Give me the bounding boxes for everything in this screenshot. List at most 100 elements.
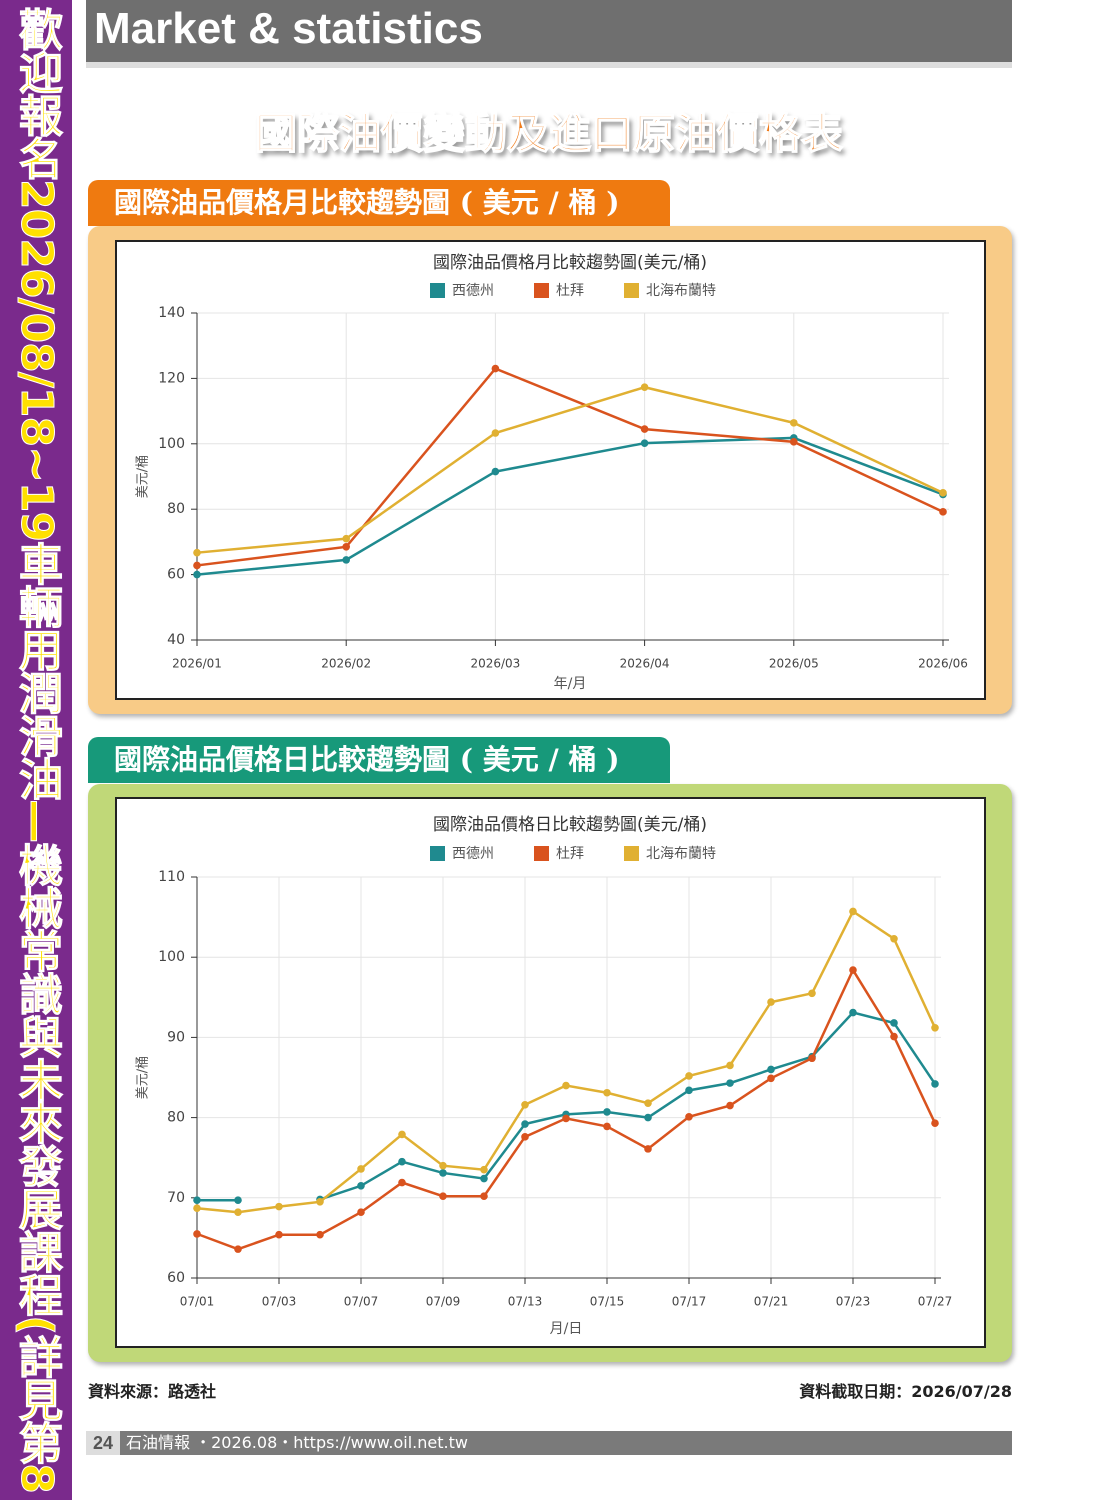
- y-tick-label: 80: [167, 501, 185, 517]
- page-number: 24: [86, 1431, 120, 1455]
- chart-box: [115, 797, 986, 1348]
- y-tick-label: 60: [167, 567, 185, 583]
- data-point: [790, 419, 798, 427]
- x-tick-label: 07/09: [426, 1295, 461, 1309]
- data-point: [398, 1178, 406, 1187]
- data-point: [849, 966, 857, 974]
- y-tick-label: 60: [167, 1270, 185, 1286]
- x-tick-label: 07/07: [344, 1295, 379, 1309]
- legend-label: 杜拜: [556, 846, 584, 862]
- data-point: [890, 1032, 898, 1041]
- x-tick-label: 07/03: [262, 1295, 297, 1309]
- section-tab: 國際油品價格月比較趨勢圖 ( 美元 / 桶 ): [88, 180, 670, 226]
- data-point: [275, 1230, 283, 1239]
- data-point: [234, 1208, 242, 1217]
- x-tick-label: 2026/06: [918, 657, 968, 671]
- source: 資料來源：路透社: [88, 1382, 217, 1401]
- data-point: [890, 934, 898, 943]
- data-point: [193, 548, 201, 557]
- data-point: [685, 1072, 693, 1080]
- data-point: [193, 561, 201, 570]
- y-tick-label: 110: [158, 869, 185, 885]
- data-point: [491, 467, 500, 476]
- data-point: [890, 1019, 898, 1027]
- cutoff-date: 資料截取日期：2026/07/28: [799, 1382, 1012, 1401]
- data-point: [603, 1088, 611, 1097]
- data-point: [491, 364, 500, 373]
- data-point: [931, 1119, 939, 1128]
- data-point: [644, 1113, 652, 1122]
- chart-box: [115, 240, 986, 700]
- data-point: [480, 1174, 488, 1183]
- chart-title: 國際油品價格月比較趨勢圖(美元/桶): [433, 253, 707, 273]
- data-point: [939, 508, 947, 516]
- data-point: [342, 556, 351, 564]
- data-point: [521, 1120, 529, 1128]
- data-point: [767, 1074, 775, 1083]
- data-point: [808, 1054, 816, 1063]
- legend-swatch: [430, 846, 445, 861]
- x-axis-label: 月/日: [550, 1321, 583, 1337]
- section-tab: 國際油品價格日比較趨勢圖 ( 美元 / 桶 ): [88, 737, 670, 783]
- y-axis-label: 美元/桶: [136, 455, 151, 498]
- series-line: [196, 436, 944, 576]
- data-point: [640, 439, 649, 447]
- legend-swatch: [534, 283, 549, 298]
- data-point: [849, 1008, 857, 1017]
- data-point: [398, 1130, 406, 1139]
- x-tick-label: 07/23: [836, 1295, 871, 1309]
- sidebar: 歡迎報名2026/08/18~19車輛用潤滑油—機械常識與未來發展課程(詳見第8…: [0, 0, 72, 1500]
- series-line: [196, 967, 937, 1251]
- sidebar-text: 歡迎報名2026/08/18~19車輛用潤滑油—機械常識與未來發展課程(詳見第8…: [11, 7, 63, 1494]
- data-point: [398, 1157, 406, 1166]
- data-point: [808, 989, 816, 998]
- data-point: [275, 1202, 283, 1211]
- x-tick-label: 07/17: [672, 1295, 707, 1309]
- x-tick-label: 2026/05: [769, 657, 819, 671]
- data-point: [726, 1061, 734, 1070]
- x-tick-label: 07/01: [180, 1295, 215, 1309]
- x-axis-label: 年/月: [554, 676, 587, 692]
- series-line: [319, 1011, 937, 1201]
- data-point: [480, 1165, 488, 1174]
- data-point: [521, 1133, 529, 1141]
- data-point: [439, 1161, 447, 1170]
- y-tick-label: 90: [167, 1029, 185, 1045]
- data-point: [342, 534, 351, 543]
- x-tick-label: 2026/01: [172, 657, 222, 671]
- data-point: [931, 1080, 939, 1088]
- data-point: [726, 1079, 734, 1087]
- data-point: [644, 1099, 652, 1107]
- x-tick-label: 07/13: [508, 1295, 543, 1309]
- legend-label: 北海布蘭特: [646, 283, 716, 299]
- data-point: [603, 1108, 611, 1116]
- data-point: [480, 1192, 488, 1200]
- footer-text: 石油情報 ・2026.08・https://www.oil.net.tw: [126, 1433, 468, 1452]
- data-point: [685, 1112, 693, 1121]
- data-point: [644, 1145, 652, 1153]
- series-line: [196, 909, 937, 1214]
- data-point: [234, 1196, 242, 1205]
- y-tick-label: 100: [158, 436, 185, 452]
- data-point: [357, 1208, 365, 1217]
- y-tick-label: 80: [167, 1110, 185, 1126]
- series-line: [196, 385, 944, 554]
- x-tick-label: 07/15: [590, 1295, 625, 1309]
- data-point: [193, 1230, 201, 1238]
- legend-label: 西德州: [452, 283, 494, 299]
- data-point: [357, 1165, 365, 1173]
- data-point: [603, 1122, 611, 1131]
- legend-label: 北海布蘭特: [646, 846, 716, 862]
- data-point: [342, 543, 351, 551]
- y-tick-label: 40: [167, 632, 185, 648]
- data-point: [640, 383, 649, 392]
- data-point: [726, 1101, 734, 1110]
- data-point: [439, 1169, 447, 1177]
- y-axis-label: 美元/桶: [136, 1056, 151, 1099]
- section-heading: Market & statistics: [94, 4, 483, 53]
- y-tick-label: 70: [167, 1190, 185, 1206]
- data-point: [234, 1245, 242, 1253]
- data-point: [521, 1100, 529, 1109]
- data-point: [685, 1086, 693, 1095]
